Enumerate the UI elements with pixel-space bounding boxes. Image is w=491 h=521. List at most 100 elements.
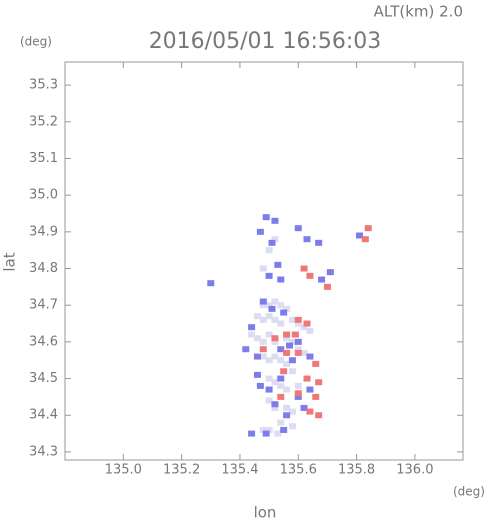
radar-cell xyxy=(355,232,363,239)
radar-cell xyxy=(306,386,314,393)
radar-cell xyxy=(265,272,273,279)
radar-cell xyxy=(300,265,308,272)
radar-cell xyxy=(265,386,273,393)
x-tick-label: 135.2 xyxy=(163,463,200,478)
radar-cell xyxy=(277,346,285,353)
y-tick-label: 35.0 xyxy=(29,188,58,203)
radar-cell xyxy=(280,368,288,375)
radar-cell xyxy=(361,236,369,243)
radar-cell xyxy=(288,408,296,415)
radar-cell xyxy=(277,393,285,400)
x-tick-label: 135.4 xyxy=(221,463,258,478)
radar-cell xyxy=(262,430,270,437)
x-axis-label: lon xyxy=(254,504,277,521)
radar-cell xyxy=(265,375,273,382)
radar-cell xyxy=(294,320,302,327)
radar-cell xyxy=(274,261,282,268)
y-tick-label: 34.9 xyxy=(29,224,58,239)
radar-cell xyxy=(259,338,267,345)
radar-cell xyxy=(277,302,285,309)
radar-cell xyxy=(288,357,296,364)
radar-cell xyxy=(294,316,302,323)
radar-cell xyxy=(286,342,294,349)
y-tick-label: 35.1 xyxy=(29,151,58,166)
radar-cell xyxy=(248,324,256,331)
y-tick-label: 34.4 xyxy=(29,408,58,423)
radar-cell xyxy=(259,298,267,305)
radar-cell xyxy=(256,228,264,235)
radar-cell xyxy=(277,276,285,283)
radar-cell xyxy=(253,313,261,320)
radar-cell xyxy=(283,305,291,312)
radar-cell xyxy=(323,283,331,290)
radar-cell xyxy=(326,269,334,276)
radar-cell xyxy=(283,404,291,411)
radar-cell xyxy=(207,280,215,287)
radar-cell xyxy=(271,379,279,386)
radar-cell xyxy=(283,331,291,338)
radar-cell xyxy=(271,353,279,360)
radar-cell xyxy=(259,302,267,309)
x-tick-label: 135.6 xyxy=(280,463,317,478)
radar-cell xyxy=(259,426,267,433)
radar-cell xyxy=(268,305,276,312)
radar-cell xyxy=(265,313,273,320)
chart-title: 2016/05/01 16:56:03 xyxy=(149,29,382,54)
radar-cell xyxy=(259,316,267,323)
radar-cell xyxy=(312,360,320,367)
y-unit: (deg) xyxy=(20,35,52,49)
radar-cell xyxy=(277,375,285,382)
radar-cell xyxy=(294,349,302,356)
radar-cell xyxy=(306,408,314,415)
radar-cell xyxy=(306,353,314,360)
y-tick-label: 34.8 xyxy=(29,261,58,276)
y-tick-label: 34.5 xyxy=(29,371,58,386)
radar-cell xyxy=(256,382,264,389)
y-tick-label: 34.7 xyxy=(29,298,58,313)
radar-cell xyxy=(283,335,291,342)
radar-cell xyxy=(259,346,267,353)
radar-cell xyxy=(271,217,279,224)
radar-cell xyxy=(315,239,323,246)
radar-cell xyxy=(277,320,285,327)
radar-cell xyxy=(288,368,296,375)
radar-cell xyxy=(318,276,326,283)
radar-cell xyxy=(300,324,308,331)
radar-cell xyxy=(315,379,323,386)
radar-cell xyxy=(271,404,279,411)
plot-frame xyxy=(64,61,464,461)
radar-cell xyxy=(259,353,267,360)
radar-cell xyxy=(271,335,279,342)
radar-cell xyxy=(265,302,273,309)
radar-cell xyxy=(283,360,291,367)
radar-cell xyxy=(306,327,314,334)
radar-cell xyxy=(294,225,302,232)
radar-cell xyxy=(265,331,273,338)
radar-cell xyxy=(265,426,273,433)
radar-cell xyxy=(277,357,285,364)
x-tick-label: 136.0 xyxy=(396,463,433,478)
radar-cell xyxy=(271,316,279,323)
radar-cell xyxy=(265,247,273,254)
radar-cell xyxy=(288,338,296,345)
radar-cell xyxy=(300,404,308,411)
radar-cell xyxy=(283,386,291,393)
radar-cell xyxy=(277,419,285,426)
radar-cell xyxy=(300,349,308,356)
radar-cell xyxy=(271,401,279,408)
radar-cell xyxy=(280,426,288,433)
radar-cell xyxy=(306,272,314,279)
y-tick-label: 35.3 xyxy=(29,78,58,93)
radar-cell xyxy=(259,265,267,272)
y-axis-label: lat xyxy=(1,252,19,271)
radar-cell xyxy=(248,331,256,338)
radar-cell xyxy=(253,371,261,378)
radar-cell xyxy=(283,349,291,356)
radar-cell xyxy=(312,393,320,400)
x-unit: (deg) xyxy=(453,485,485,499)
y-tick-label: 34.3 xyxy=(29,444,58,459)
radar-cell xyxy=(303,375,311,382)
radar-cell xyxy=(271,298,279,305)
radar-cell xyxy=(303,320,311,327)
